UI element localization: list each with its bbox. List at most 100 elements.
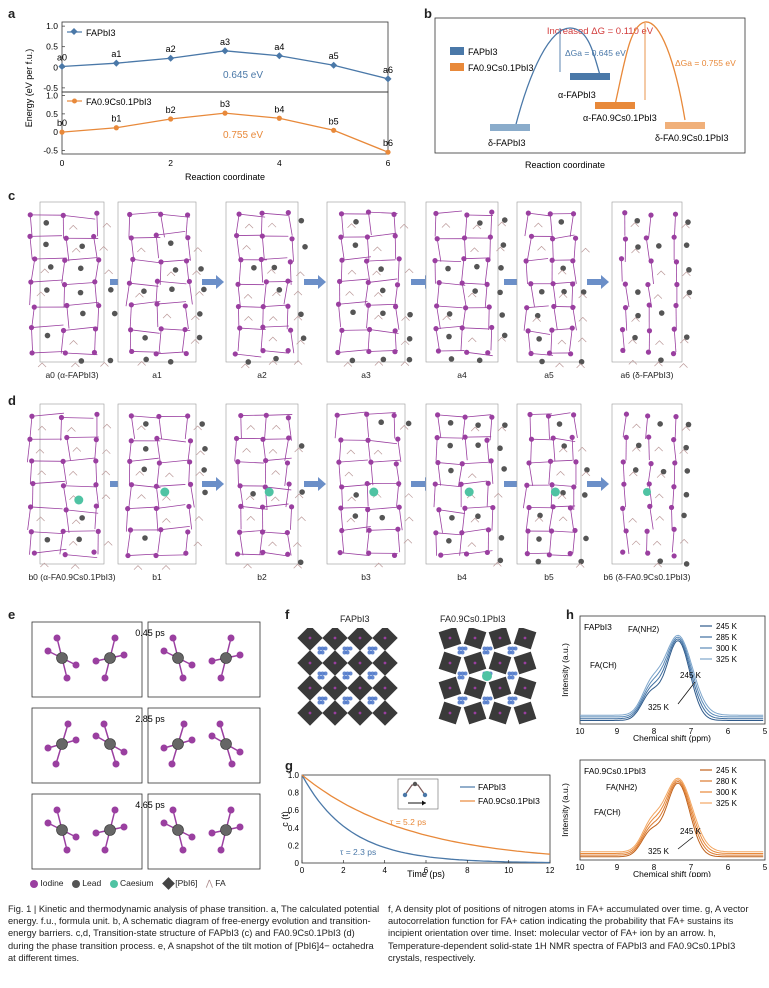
h-xtick-label: 8: [652, 863, 657, 872]
structure-label: b2: [257, 572, 267, 582]
a-ytick-label: 0.5: [46, 42, 58, 52]
h-spectrum: [580, 779, 764, 854]
panel-c-structures: a0 (α-FAPbI3) a1 a2 a3 a4 a5 a6 (δ-FAPbI3): [0, 198, 769, 388]
transition-arrow: [304, 275, 326, 289]
h-top-sample: FAPbI3: [584, 622, 612, 632]
panel-g-chart: 1.0 0.8 0.6 0.4 0.2 00 2 4 6 8 10 12 FAPbI3 FA0.9Cs…: [280, 771, 555, 879]
a-point-label: b2: [166, 105, 176, 115]
h-xlabel-top: Chemical shift (ppm): [633, 733, 711, 743]
a-point-label: a1: [111, 49, 121, 59]
g-ytick-label: 0.4: [288, 824, 300, 833]
structure-label: a3: [361, 370, 371, 380]
h-bot-sample: FA0.9Cs0.1PbI3: [584, 766, 646, 776]
g-ytick-label: 0.8: [288, 789, 300, 798]
h-xtick-label: 7: [689, 863, 694, 872]
structure-cell: [516, 201, 590, 369]
a-xlabel: Reaction coordinate: [185, 172, 265, 182]
structure-cell: [26, 403, 113, 569]
row-d-svg: [26, 403, 692, 570]
a-point: [331, 127, 337, 133]
structure-cell: [117, 403, 208, 570]
h-spectrum: [580, 640, 764, 721]
g-xtick-label: 0: [300, 866, 305, 875]
h-xtick-label: 10: [576, 727, 585, 736]
e-time-label: 4.65 ps: [135, 800, 165, 810]
a-point-label: b1: [111, 114, 121, 124]
a-legend-bottom: FA0.9Cs0.1PbI3: [86, 97, 152, 107]
structure-label: a2: [257, 370, 267, 380]
caesium-atom: [482, 671, 492, 681]
a-ytick-label: -0.5: [43, 145, 58, 155]
legend-pbi6: [PbI6]: [175, 878, 198, 888]
h-xtick-label: 6: [726, 863, 731, 872]
panel-label-b: b: [424, 6, 432, 21]
panel-label-g: g: [285, 758, 293, 773]
a-point: [276, 115, 282, 121]
a-xtick-label: 2: [168, 158, 173, 168]
structure-label: a5: [544, 370, 554, 380]
b-xlabel: Reaction coordinate: [525, 160, 605, 170]
h-legend-temp: 245 K: [716, 766, 738, 775]
panel-label-f: f: [285, 607, 290, 622]
structure-cell: [27, 201, 118, 368]
g-ytick-label: 0.2: [288, 841, 300, 850]
h-xtick-label: 10: [576, 863, 585, 872]
structure-label: b0 (α-FA0.9Cs0.1PbI3): [28, 572, 116, 582]
a-ytick-label: 1.0: [46, 91, 58, 101]
a-point: [222, 110, 228, 116]
a-point: [385, 149, 391, 155]
caesium-icon: [109, 879, 118, 888]
legend-fa: FA: [215, 878, 226, 888]
panel-e-snapshots: 0.45 ps 2.85 ps 4.65 ps: [31, 621, 261, 870]
a-point: [168, 116, 174, 122]
structure-label: a0 (α-FAPbI3): [45, 370, 99, 380]
h-bot-ch: FA(CH): [594, 808, 621, 817]
h-legend-temp: 245 K: [716, 622, 738, 631]
structure-label: b1: [152, 572, 162, 582]
b-title: Increased ΔG = 0.110 eV: [547, 26, 654, 37]
a-point-label: b6: [383, 138, 393, 148]
h-legend-temp: 325 K: [716, 655, 738, 664]
iodine-icon: [30, 879, 38, 888]
a-xtick-label: 0: [60, 158, 65, 168]
a-point: [384, 75, 392, 83]
e-snapshot: 4.65 ps: [31, 793, 261, 870]
g-xtick-label: 6: [424, 866, 429, 875]
e-snapshot: 2.85 ps: [31, 707, 261, 784]
panel-label-e: e: [8, 607, 16, 622]
e-time-label: 0.45 ps: [135, 628, 165, 638]
a-point-label: a2: [166, 44, 176, 54]
a-xtick-label: 6: [386, 158, 391, 168]
h-spectrum: [580, 634, 764, 716]
g-tau-orange: τ = 5.2 ps: [390, 817, 426, 827]
a-ytick-label: 0: [53, 127, 58, 137]
transition-arrow: [587, 275, 609, 289]
a-annotation-bottom: 0.755 eV: [223, 130, 263, 141]
lead-icon: [71, 879, 80, 888]
a-point: [330, 61, 338, 69]
g-xtick-label: 12: [546, 866, 555, 875]
structure-cell: [225, 403, 306, 569]
a-point: [113, 125, 119, 131]
panel-label-d: d: [8, 393, 16, 408]
h-xtick-label: 7: [689, 727, 694, 736]
h-xtick-label: 5: [763, 727, 768, 736]
structure-cell: [425, 403, 508, 567]
g-ytick-label: 0.6: [288, 806, 300, 815]
h-spectrum: [580, 636, 764, 718]
structure-cell: [611, 201, 693, 368]
b-legend-2: FA0.9Cs0.1PbI3: [468, 63, 534, 73]
a-point-label: a4: [274, 42, 284, 52]
h-top-arrow-bottom: 325 K: [648, 703, 670, 712]
a-point-label: a5: [329, 51, 339, 61]
a-xtick-label: 4: [277, 158, 282, 168]
b-level-delta-cs: δ-FA0.9Cs0.1PbI3: [655, 133, 729, 143]
structure-label: a4: [457, 370, 467, 380]
g-xlabel: Time (ps): [407, 869, 445, 879]
h-xtick-label: 8: [652, 727, 657, 736]
h-legend-temp: 280 K: [716, 777, 738, 786]
h-legend-temp: 285 K: [716, 633, 738, 642]
a-ytick-label: 0.5: [46, 109, 58, 119]
structure-label: b5: [544, 572, 554, 582]
